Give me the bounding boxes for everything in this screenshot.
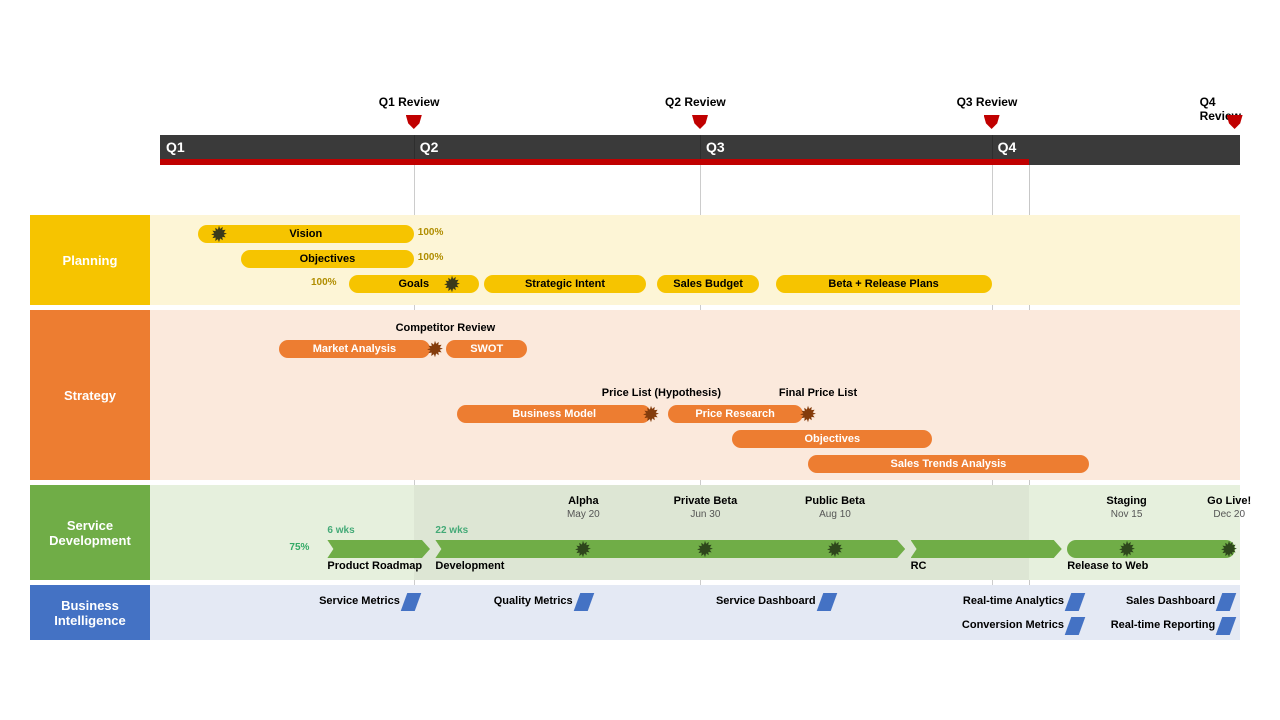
pct-label: 75% <box>289 542 309 553</box>
quarter-label: Q2 <box>420 139 439 155</box>
review-label: Q1 Review <box>379 95 440 109</box>
swimlane-label: Strategy <box>30 310 150 480</box>
task-bar <box>435 540 905 558</box>
task-bar: Sales Budget <box>657 275 760 293</box>
milestone-date: Dec 20 <box>1184 509 1274 520</box>
milestone-date: Nov 15 <box>1082 509 1172 520</box>
review-flag-icon <box>984 115 1000 129</box>
bi-item-label: Real-time Reporting <box>1111 619 1216 631</box>
task-label-below: Release to Web <box>1067 560 1148 572</box>
task-bar: SWOT <box>446 340 527 358</box>
swimlane-label: Service Development <box>30 485 150 580</box>
task-bar <box>1067 540 1234 558</box>
quarter-label: Q1 <box>166 139 185 155</box>
task-label-below: Development <box>435 560 504 572</box>
task-bar: Beta + Release Plans <box>776 275 992 293</box>
task-bar: Objectives <box>241 250 414 268</box>
review-flag-icon <box>692 115 708 129</box>
task-bar: Strategic Intent <box>484 275 646 293</box>
progress-bar <box>160 159 1029 165</box>
milestone-label: Staging <box>1082 495 1172 507</box>
task-label-below: Product Roadmap <box>327 560 422 572</box>
milestone-date: Aug 10 <box>790 509 880 520</box>
milestone-label: Competitor Review <box>375 322 515 334</box>
milestone-label: Public Beta <box>790 495 880 507</box>
pct-label: 100% <box>311 277 337 288</box>
pct-label: 100% <box>418 227 444 238</box>
milestone-label: Private Beta <box>660 495 750 507</box>
milestone-date: Jun 30 <box>660 509 750 520</box>
task-bar: Price Research <box>668 405 803 423</box>
review-flag-icon <box>1227 115 1243 129</box>
milestone-date: May 20 <box>538 509 628 520</box>
bi-item-label: Service Dashboard <box>716 595 816 607</box>
quarter-label: Q3 <box>706 139 725 155</box>
task-bar: Sales Trends Analysis <box>808 455 1089 473</box>
task-bar: Goals <box>349 275 479 293</box>
bi-item-label: Service Metrics <box>319 595 400 607</box>
milestone-label: Final Price List <box>748 387 888 399</box>
task-bar: Objectives <box>732 430 932 448</box>
task-bar <box>911 540 1062 558</box>
task-label-below: RC <box>911 560 927 572</box>
task-bar: Vision <box>198 225 414 243</box>
quarter-label: Q4 <box>998 139 1017 155</box>
task-above-label: 22 wks <box>435 525 468 536</box>
task-bar: Market Analysis <box>279 340 430 358</box>
bi-item-label: Conversion Metrics <box>962 619 1064 631</box>
task-above-label: 6 wks <box>327 525 354 536</box>
milestone-label: Price List (Hypothesis) <box>591 387 731 399</box>
review-flag-icon <box>406 115 422 129</box>
milestone-label: Alpha <box>538 495 628 507</box>
task-bar: Business Model <box>457 405 651 423</box>
review-label: Q3 Review <box>957 95 1018 109</box>
bi-item-label: Sales Dashboard <box>1126 595 1215 607</box>
bi-item-label: Real-time Analytics <box>963 595 1064 607</box>
swimlane-label: Planning <box>30 215 150 305</box>
pct-label: 100% <box>418 252 444 263</box>
review-label: Q2 Review <box>665 95 726 109</box>
bi-item-label: Quality Metrics <box>494 595 573 607</box>
milestone-label: Go Live! <box>1184 495 1274 507</box>
swimlane-label: Business Intelligence <box>30 585 150 640</box>
task-bar <box>327 540 430 558</box>
